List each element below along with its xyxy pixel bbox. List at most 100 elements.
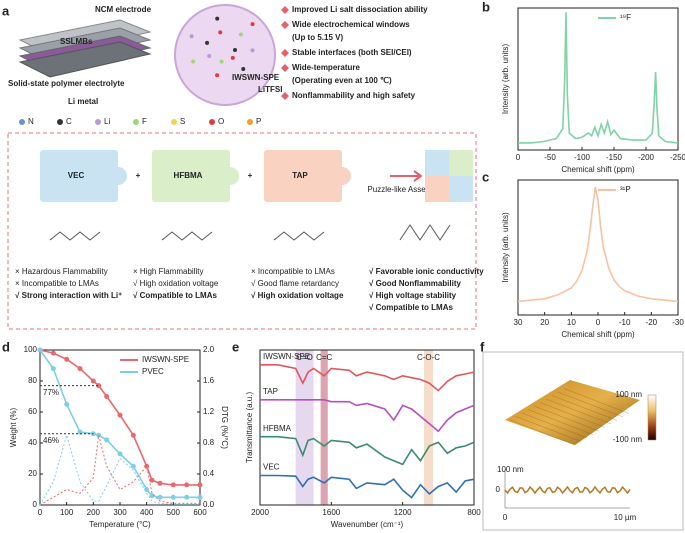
y2-tick-label: 1.6 (203, 376, 215, 385)
marker (149, 477, 155, 483)
puzzle-piece (40, 150, 118, 202)
series-line (517, 186, 679, 303)
marker (149, 493, 155, 499)
series-label: VEC (263, 463, 280, 472)
marker (64, 401, 70, 407)
bullet-text: Stable interfaces (both SEI/CEI) (292, 48, 412, 57)
panel-label: e (232, 339, 239, 354)
x-tick-label: 400 (140, 508, 154, 517)
atom (207, 53, 212, 58)
bullet-text: Improved Li salt dissociation ability (292, 5, 428, 14)
property: × Incompatible to LMAs (251, 267, 335, 276)
atom (241, 67, 246, 72)
band-label: C=C (316, 353, 332, 362)
bullet-marker (281, 49, 289, 57)
element-dot (95, 119, 101, 125)
x-axis-label: Chemical shift (ppm) (561, 165, 635, 174)
series-line (260, 364, 475, 392)
y2-tick-label: 0.0 (203, 500, 215, 509)
assembled-piece (449, 150, 473, 176)
marker (170, 494, 176, 500)
annotation: 77% (43, 388, 59, 397)
x-axis-label: Wavenumber (cm⁻¹) (331, 520, 404, 529)
marker (104, 394, 110, 399)
marker (96, 383, 102, 389)
plot-frame (39, 349, 201, 506)
y-tick-label: 20 (28, 469, 37, 478)
series-label: IWSWN-SPE (263, 352, 310, 361)
x-tick-label: 500 (167, 508, 181, 517)
x-tick-label: 200 (87, 508, 101, 517)
series-line (260, 399, 475, 433)
puzzle-piece (264, 150, 342, 202)
y-tick-label: 40 (28, 438, 37, 447)
marker (157, 494, 163, 500)
element-label: O (218, 117, 224, 126)
element-label: F (142, 117, 147, 126)
x-tick-label: 800 (467, 508, 481, 517)
afm-texture (533, 405, 600, 432)
series-label: HFBMA (263, 424, 292, 433)
atom (215, 73, 220, 78)
legend-label: IWSWN-SPE (142, 355, 189, 364)
atom (205, 40, 210, 45)
property: √ Good flame retardancy (251, 279, 339, 288)
afm-texture (521, 412, 588, 439)
y2-tick-label: 0.8 (203, 438, 215, 447)
band (424, 350, 433, 505)
y2-axis-label: DTG (%/°C) (220, 406, 229, 449)
assembly-label: Puzzle-like Assembly (367, 185, 442, 194)
x-tick-label: -200 (638, 153, 655, 162)
atom (250, 48, 255, 53)
x-tick-label: 0 (516, 153, 521, 162)
element-label: C (66, 117, 72, 126)
profile-label: 0 (503, 513, 508, 522)
x-tick-label: -50 (544, 153, 556, 162)
property: √ Compatible to LMAs (133, 291, 217, 300)
afm-texture (539, 402, 606, 428)
x-tick-label: 0 (596, 318, 601, 327)
marker (197, 482, 203, 488)
zoom-circle (174, 4, 276, 106)
bullet-marker (281, 92, 289, 100)
marker (117, 451, 123, 457)
x-tick-label: 10 (567, 318, 576, 327)
panel-label: c (482, 169, 489, 184)
bullet-text: (Up to 5.15 V) (292, 33, 343, 42)
afm-surface (505, 380, 640, 445)
afm-frame (482, 351, 684, 531)
cell-label: Solid-state polymer electrolyte (8, 79, 125, 88)
x-tick-label: 600 (193, 508, 207, 517)
y-axis-label: Weight (%) (9, 407, 18, 447)
x-tick-label: 1600 (322, 508, 340, 517)
x-tick-label: -20 (646, 318, 658, 327)
property: × High Flammability (133, 267, 203, 276)
x-tick-label: -150 (606, 153, 623, 162)
property: √ High voltage stability (369, 291, 457, 300)
legend-label: ¹⁹F (620, 13, 631, 22)
y2-tick-label: 2.0 (203, 345, 215, 354)
assembled-piece (425, 176, 449, 202)
x-tick-label: -100 (574, 153, 591, 162)
panel-label: d (2, 339, 10, 354)
colorbar (647, 394, 657, 441)
profile-label: 0 (496, 485, 501, 494)
series-line (518, 12, 679, 144)
property: × Incompatible to LMAs (15, 279, 99, 288)
x-tick-label: 1200 (394, 508, 412, 517)
bullet-text: Wide electrochemical windows (292, 20, 410, 29)
bullet-marker (281, 6, 289, 14)
legend-label: PVEC (142, 367, 164, 376)
series-line (260, 474, 475, 499)
panel-label: a (2, 3, 10, 18)
y-tick-label: 80 (28, 376, 37, 385)
property: √ Compatible to LMAs (369, 303, 453, 312)
atom (250, 22, 255, 27)
property: √ High oxidation voltage (251, 291, 344, 300)
puzzle-knob (221, 167, 239, 185)
bullet-marker (281, 64, 289, 72)
element-dot (19, 119, 25, 125)
y-axis-label: Intensity (arb. units) (501, 212, 510, 283)
property: √ Strong interaction with Li⁺ (15, 291, 122, 300)
marker (104, 437, 110, 443)
